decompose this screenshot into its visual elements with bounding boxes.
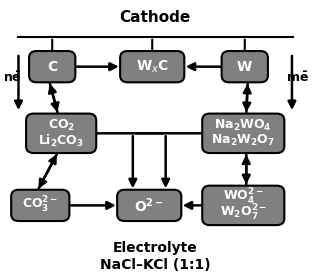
FancyBboxPatch shape — [202, 114, 284, 153]
Text: n$\mathbf{\bar{e}}$: n$\mathbf{\bar{e}}$ — [2, 70, 21, 85]
FancyBboxPatch shape — [120, 51, 184, 82]
Text: $\mathbf{C}$: $\mathbf{C}$ — [46, 60, 58, 74]
Text: NaCl–KCl (1:1): NaCl–KCl (1:1) — [100, 258, 211, 272]
Text: $\mathbf{W}_\mathbf{\mathit{x}}\mathbf{C}$: $\mathbf{W}_\mathbf{\mathit{x}}\mathbf{C… — [136, 59, 169, 75]
Text: $\mathbf{CO_3^{2-}}$: $\mathbf{CO_3^{2-}}$ — [22, 195, 58, 215]
FancyBboxPatch shape — [26, 114, 96, 153]
Text: m$\mathbf{\bar{e}}$: m$\mathbf{\bar{e}}$ — [286, 70, 310, 85]
Text: $\mathbf{CO_2}$: $\mathbf{CO_2}$ — [47, 118, 75, 133]
Text: $\mathbf{Na_2WO_4}$: $\mathbf{Na_2WO_4}$ — [214, 118, 272, 133]
Text: $\mathbf{Na_2W_2O_7}$: $\mathbf{Na_2W_2O_7}$ — [211, 133, 275, 148]
Text: Electrolyte: Electrolyte — [113, 241, 197, 255]
Text: $\mathbf{W}$: $\mathbf{W}$ — [236, 60, 253, 74]
Text: Cathode: Cathode — [119, 10, 191, 25]
FancyBboxPatch shape — [222, 51, 268, 82]
FancyBboxPatch shape — [29, 51, 76, 82]
Text: $\mathbf{O^{2-}}$: $\mathbf{O^{2-}}$ — [134, 196, 164, 215]
Text: $\mathbf{Li_2CO_3}$: $\mathbf{Li_2CO_3}$ — [38, 133, 84, 149]
Text: $\mathbf{WO_4^{2-}}$: $\mathbf{WO_4^{2-}}$ — [223, 187, 264, 207]
FancyBboxPatch shape — [11, 190, 69, 221]
FancyBboxPatch shape — [202, 186, 284, 225]
Text: $\mathbf{W_2O_7^{2-}}$: $\mathbf{W_2O_7^{2-}}$ — [220, 203, 267, 223]
FancyBboxPatch shape — [117, 190, 181, 221]
